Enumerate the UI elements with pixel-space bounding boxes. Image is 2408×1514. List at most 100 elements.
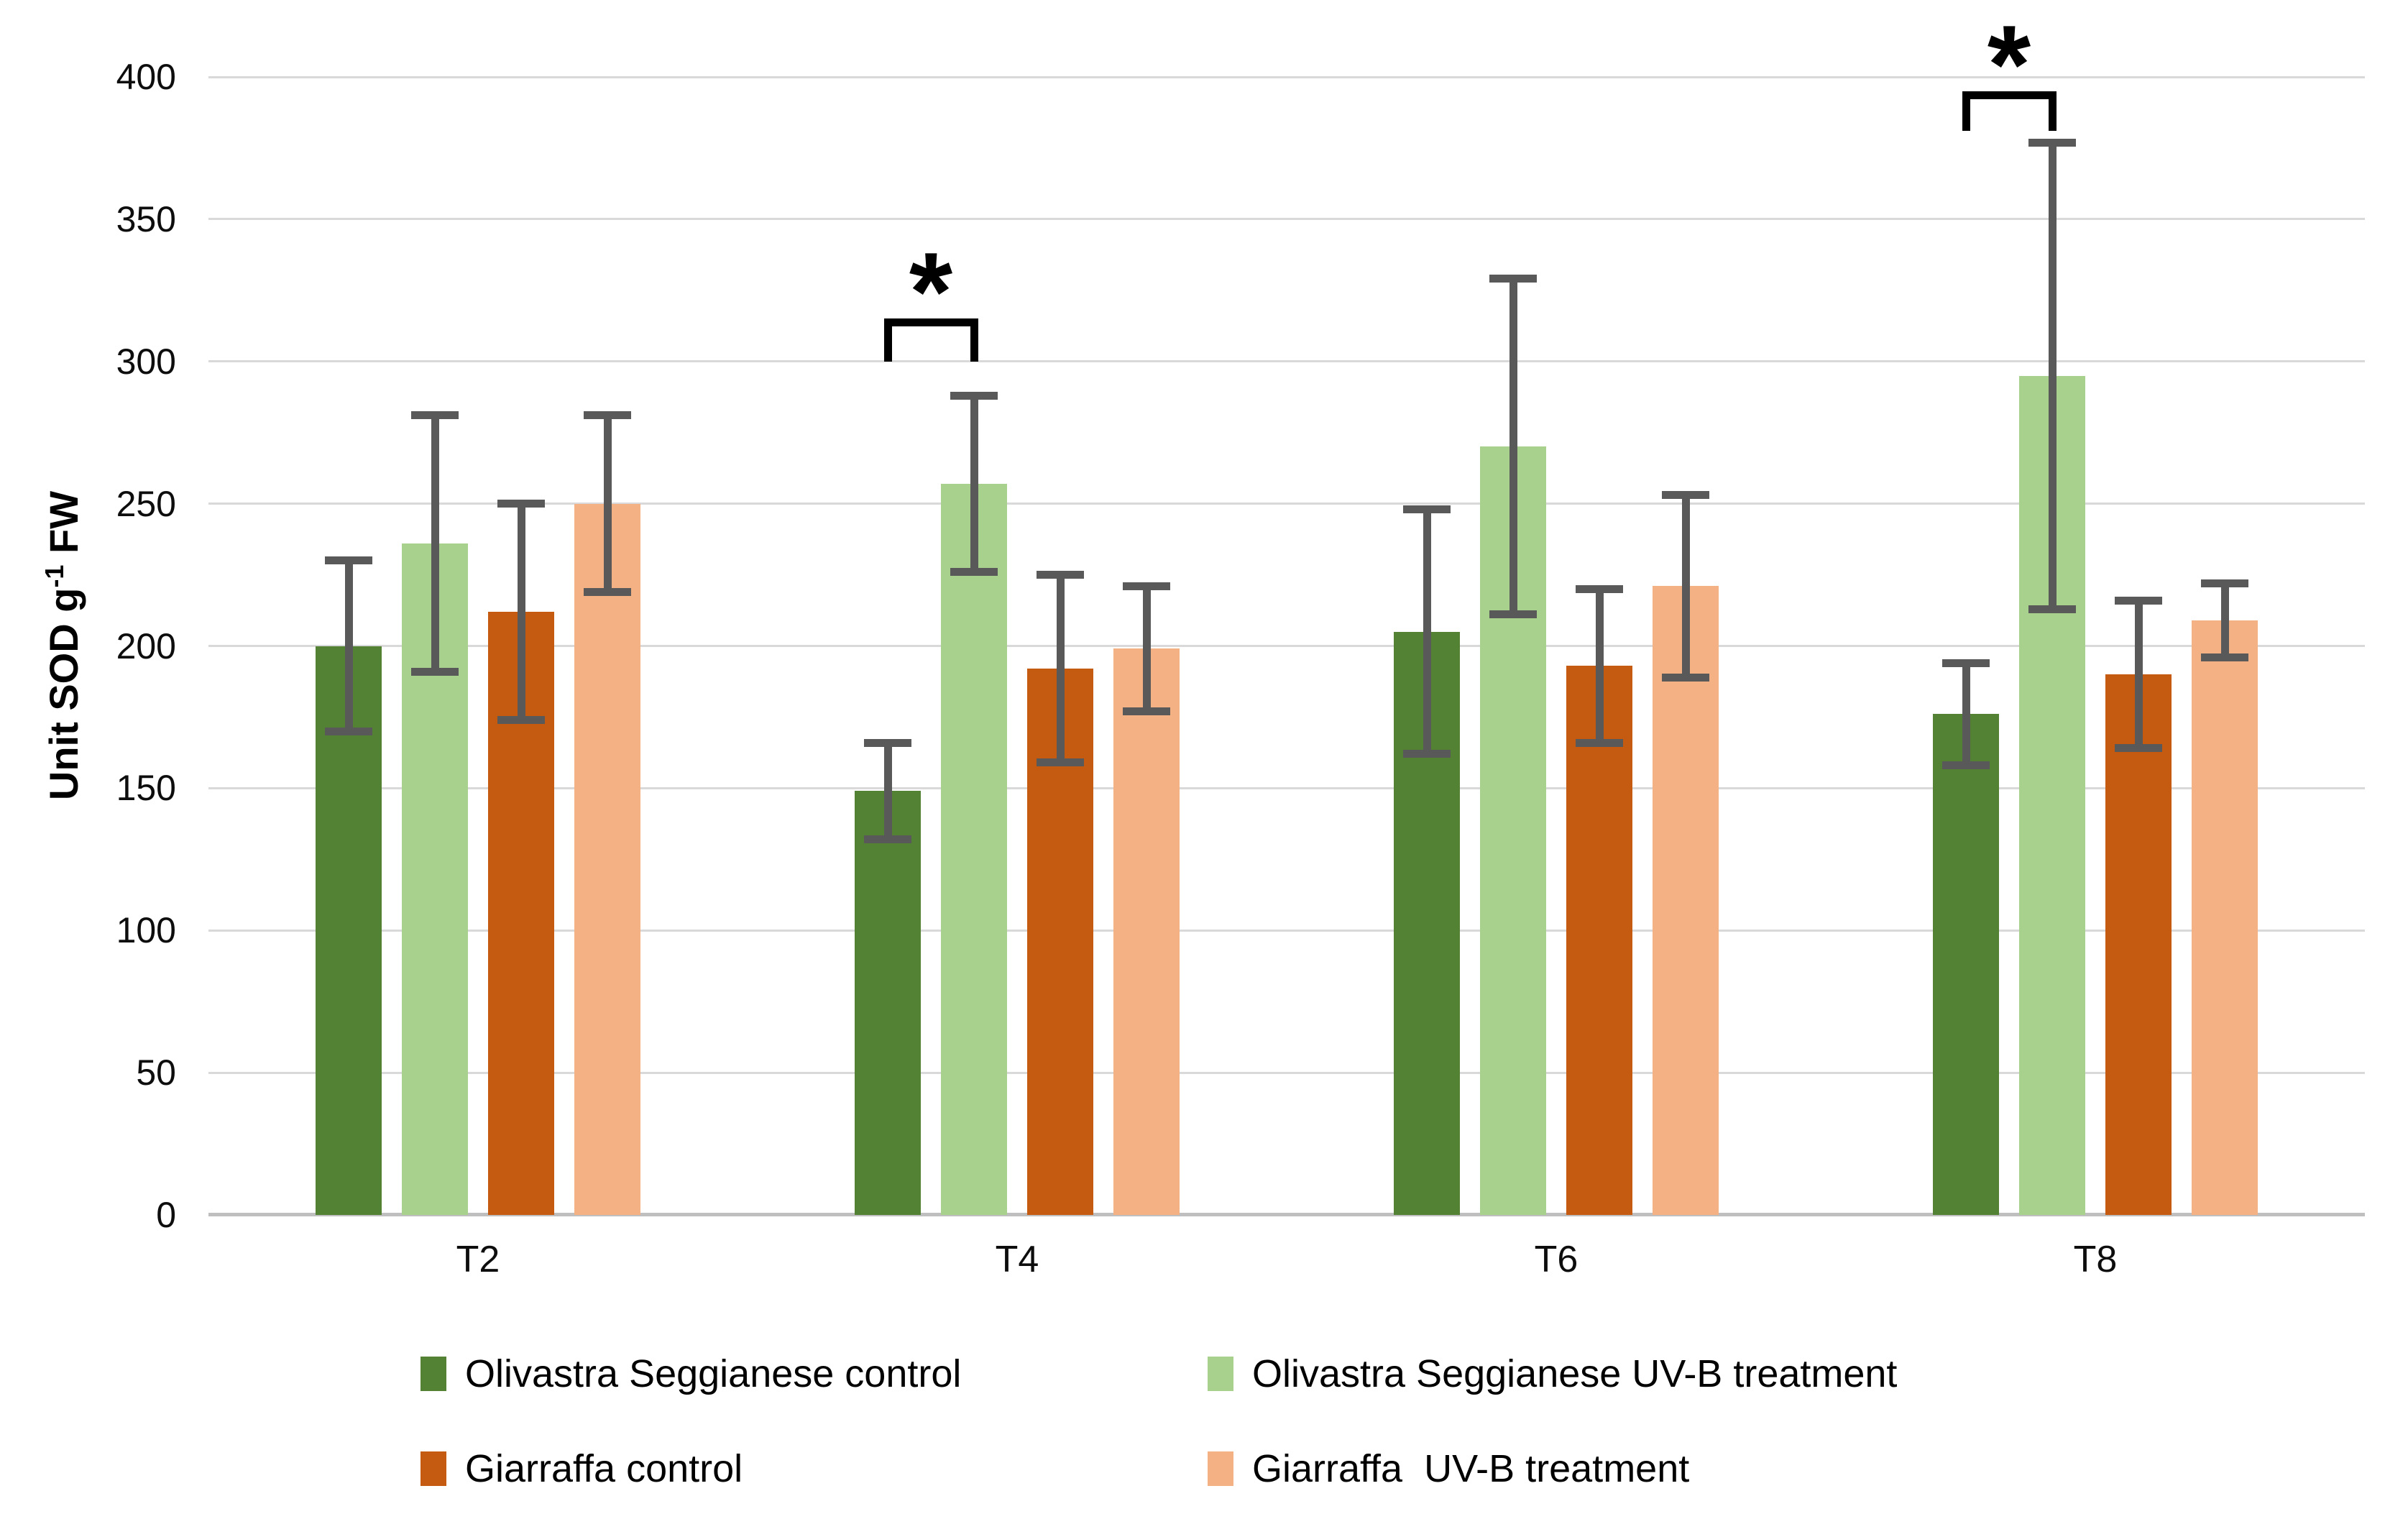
bar-t8-giarraffa-control (2105, 674, 2172, 1215)
y-tick-label-400: 400 (116, 57, 176, 97)
error-cap-top-t6-giarraffa-uv-b-treatment (1662, 491, 1709, 500)
error-bar-t8-giarraffa-uv-b-treatment (2220, 583, 2229, 658)
error-cap-bottom-t2-giarraffa-control (497, 715, 545, 724)
bar-t2-giarraffa-uv-b-treatment (574, 503, 640, 1215)
error-cap-bottom-t4-giarraffa-uv-b-treatment (1123, 707, 1170, 716)
gridline-100 (208, 929, 2365, 932)
error-bar-t4-giarraffa-control (1056, 574, 1065, 763)
error-bar-t6-giarraffa-uv-b-treatment (1681, 495, 1690, 678)
legend-swatch-olivastra-seggianese-uv-b-treatment (1208, 1357, 1233, 1391)
bar-t4-olivastra-seggianese-uv-b-treatment (941, 483, 1007, 1215)
y-tick-label-50: 50 (136, 1052, 176, 1093)
x-axis-line (208, 1213, 2365, 1216)
significance-bracket-t4 (883, 318, 978, 327)
error-bar-t2-giarraffa-uv-b-treatment (603, 415, 612, 592)
legend-label-olivastra-seggianese-uv-b-treatment: Olivastra Seggianese UV-B treatment (1252, 1352, 1898, 1395)
y-tick-label-250: 250 (116, 483, 176, 524)
x-category-label-t8: T8 (2073, 1239, 2118, 1280)
error-cap-bottom-t4-olivastra-seggianese-uv-b-treatment (950, 568, 998, 577)
error-cap-bottom-t6-giarraffa-control (1576, 738, 1623, 747)
legend-swatch-giarraffa-control (421, 1451, 446, 1486)
y-tick-label-150: 150 (116, 768, 176, 809)
error-cap-bottom-t6-olivastra-seggianese-uv-b-treatment (1489, 610, 1537, 619)
error-cap-bottom-t4-giarraffa-control (1037, 758, 1084, 767)
x-category-label-t6: T6 (1534, 1239, 1578, 1280)
significance-bracket-leg-right-t8 (2048, 91, 2057, 132)
error-cap-top-t2-olivastra-seggianese-control (325, 556, 372, 565)
error-bar-t2-olivastra-seggianese-control (344, 560, 353, 732)
plot-area: 0 50 100 150 200 250 300 350 400 * * (116, 9, 2365, 1233)
error-cap-top-t8-giarraffa-control (2115, 596, 2162, 605)
error-bar-t4-olivastra-seggianese-uv-b-treatment (970, 395, 978, 572)
legend-item-olivastra-seggianese-uv-b-treatment: Olivastra Seggianese UV-B treatment (1208, 1350, 1897, 1398)
error-cap-bottom-t6-olivastra-seggianese-control (1403, 750, 1451, 758)
legend-label-giarraffa-control: Giarraffa control (465, 1447, 743, 1490)
error-cap-bottom-t8-olivastra-seggianese-uv-b-treatment (2028, 605, 2076, 613)
significance-bracket-leg-left-t4 (883, 318, 892, 362)
bar-t8-olivastra-seggianese-control (1933, 714, 1999, 1215)
error-cap-top-t4-olivastra-seggianese-uv-b-treatment (950, 391, 998, 400)
error-cap-top-t2-giarraffa-control (497, 500, 545, 508)
x-axis-labels: T2 T4 T6 T8 (208, 1238, 2365, 1288)
error-cap-bottom-t8-giarraffa-control (2115, 744, 2162, 753)
error-cap-top-t4-olivastra-seggianese-control (864, 738, 911, 747)
bar-t6-giarraffa-uv-b-treatment (1653, 586, 1719, 1215)
y-tick-label-300: 300 (116, 341, 176, 382)
error-cap-top-t4-giarraffa-control (1037, 571, 1084, 579)
error-cap-top-t6-giarraffa-control (1576, 584, 1623, 593)
legend-item-giarraffa-uv-b-treatment: Giarraffa UV-B treatment (1208, 1445, 1897, 1492)
error-bar-t4-giarraffa-uv-b-treatment (1142, 586, 1151, 712)
x-category-label-t4: T4 (995, 1239, 1039, 1280)
y-tick-label-0: 0 (156, 1195, 176, 1235)
error-bar-t8-giarraffa-control (2134, 600, 2143, 748)
error-bar-t6-olivastra-seggianese-uv-b-treatment (1509, 278, 1517, 615)
significance-bracket-leg-left-t8 (1962, 91, 1970, 132)
legend: Olivastra Seggianese control Olivastra Se… (421, 1350, 1897, 1492)
legend-label-giarraffa-uv-b-treatment: Giarraffa UV-B treatment (1252, 1447, 1690, 1490)
y-tick-label-350: 350 (116, 198, 176, 239)
error-cap-top-t2-giarraffa-uv-b-treatment (584, 411, 631, 420)
gridline-250 (208, 503, 2365, 505)
error-cap-top-t8-olivastra-seggianese-uv-b-treatment (2028, 138, 2076, 147)
legend-item-olivastra-seggianese-control: Olivastra Seggianese control (421, 1350, 1208, 1398)
error-cap-bottom-t6-giarraffa-uv-b-treatment (1662, 673, 1709, 682)
error-cap-top-t2-olivastra-seggianese-uv-b-treatment (411, 411, 459, 420)
gridline-300 (208, 360, 2365, 363)
y-tick-label-200: 200 (116, 625, 176, 666)
error-cap-bottom-t2-olivastra-seggianese-uv-b-treatment (411, 667, 459, 676)
significance-asterisk-t8: * (1987, 1, 2031, 127)
error-bar-t6-olivastra-seggianese-control (1423, 509, 1431, 754)
bar-t8-giarraffa-uv-b-treatment (2192, 620, 2258, 1215)
error-bar-t2-olivastra-seggianese-uv-b-treatment (431, 415, 439, 672)
gridline-400 (208, 75, 2365, 78)
error-cap-bottom-t2-olivastra-seggianese-control (325, 727, 372, 735)
y-axis-title-superscript: -1 (40, 564, 70, 588)
significance-bracket-leg-right-t4 (970, 318, 978, 362)
significance-bracket-t8 (1962, 91, 2057, 99)
gridline-200 (208, 645, 2365, 647)
bar-t2-olivastra-seggianese-control (316, 646, 382, 1215)
significance-asterisk-t4: * (909, 229, 953, 354)
error-bar-t8-olivastra-seggianese-uv-b-treatment (2048, 142, 2057, 610)
gridline-350 (208, 218, 2365, 221)
legend-swatch-giarraffa-uv-b-treatment (1208, 1451, 1233, 1486)
gridline-150 (208, 786, 2365, 789)
error-cap-bottom-t4-olivastra-seggianese-control (864, 835, 911, 844)
gridline-50 (208, 1071, 2365, 1074)
bar-t4-olivastra-seggianese-control (855, 791, 921, 1215)
legend-swatch-olivastra-seggianese-control (421, 1357, 446, 1391)
error-cap-top-t6-olivastra-seggianese-uv-b-treatment (1489, 275, 1537, 283)
error-bar-t2-giarraffa-control (517, 503, 525, 720)
x-category-label-t2: T2 (456, 1239, 500, 1280)
y-tick-label-100: 100 (116, 910, 176, 951)
error-cap-top-t6-olivastra-seggianese-control (1403, 505, 1451, 514)
error-cap-top-t8-olivastra-seggianese-control (1942, 659, 1990, 667)
error-cap-top-t4-giarraffa-uv-b-treatment (1123, 582, 1170, 590)
bar-t4-giarraffa-uv-b-treatment (1113, 648, 1180, 1215)
error-cap-bottom-t2-giarraffa-uv-b-treatment (584, 587, 631, 596)
error-bar-t8-olivastra-seggianese-control (1962, 663, 1970, 766)
error-cap-bottom-t8-olivastra-seggianese-control (1942, 761, 1990, 770)
error-bar-t4-olivastra-seggianese-control (883, 743, 892, 840)
error-cap-bottom-t8-giarraffa-uv-b-treatment (2201, 653, 2248, 661)
